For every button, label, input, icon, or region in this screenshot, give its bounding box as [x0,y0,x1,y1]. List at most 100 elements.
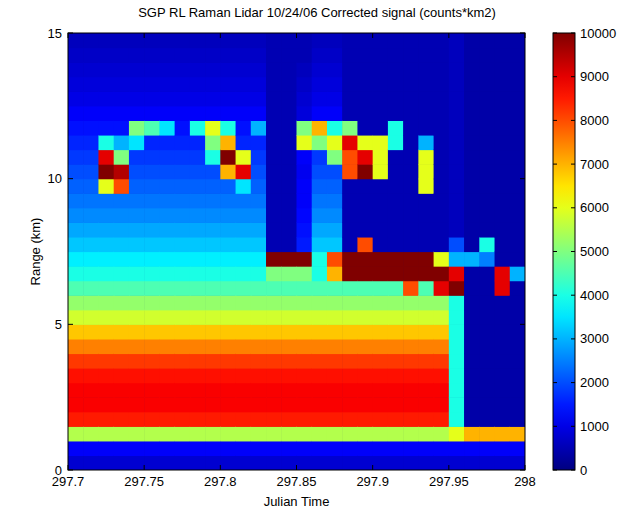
cell [403,150,419,165]
cell [418,441,434,456]
cell [510,77,525,92]
cell [495,179,511,194]
cell [281,179,297,194]
cell [266,339,282,354]
cell [479,310,495,325]
cell [388,33,404,48]
cell [236,33,252,48]
cell [205,266,221,281]
cell [495,295,511,310]
cell [159,164,175,179]
cell [98,295,114,310]
cell [220,339,236,354]
cell [114,383,130,398]
cell [68,91,84,106]
cell [129,441,145,456]
cell [342,48,358,63]
y-tick-label: 15 [48,26,62,41]
cell [373,222,389,237]
cell [266,455,282,470]
cell [510,383,525,398]
cell [312,353,328,368]
cell [190,252,206,267]
cell [403,120,419,135]
x-tick [68,465,69,470]
x-tick-label: 298 [514,474,536,489]
cell [236,179,252,194]
cell [114,193,130,208]
cell [342,310,358,325]
cell [98,135,114,150]
cell [281,368,297,383]
cell [434,91,450,106]
cell [114,295,130,310]
cell [205,77,221,92]
colorbar-tick-label: 10000 [580,26,616,41]
cell [68,48,84,63]
cell [510,208,525,223]
cell [312,281,328,296]
cell [373,324,389,339]
cell [510,441,525,456]
cell [175,310,191,325]
cell [266,368,282,383]
cell [220,135,236,150]
cell [251,77,267,92]
cell [403,62,419,77]
cell [312,426,328,441]
cell [68,120,84,135]
cell [479,48,495,63]
cell [98,179,114,194]
cell [129,33,145,48]
cell [479,33,495,48]
cell [495,91,511,106]
cell [175,135,191,150]
cell [114,310,130,325]
cell [220,222,236,237]
cell [266,33,282,48]
cell [403,252,419,267]
cell [190,455,206,470]
cell [159,120,175,135]
cell [403,426,419,441]
cell [357,412,373,427]
cell [327,150,343,165]
cell [190,353,206,368]
cell [281,164,297,179]
cell [129,310,145,325]
cell [281,441,297,456]
colorbar-tick-label: 4000 [580,288,609,303]
colorbar-tick-label: 1000 [580,419,609,434]
cell [175,33,191,48]
cell [434,310,450,325]
cell [403,397,419,412]
cell [159,324,175,339]
cell [312,150,328,165]
title: SGP RL Raman Lidar 10/24/06 Corrected si… [138,5,496,20]
cell [98,33,114,48]
cell [342,397,358,412]
y-tick [520,33,525,34]
cell [357,150,373,165]
cell [464,135,480,150]
cell [190,164,206,179]
cell [510,324,525,339]
cell [434,339,450,354]
colorbar-tick [571,382,575,383]
y-tick [68,178,73,179]
cell [236,193,252,208]
cell [144,77,160,92]
cell [190,106,206,121]
cell [479,62,495,77]
cell [464,266,480,281]
cell [342,295,358,310]
cell [266,441,282,456]
cell [190,179,206,194]
cell [175,441,191,456]
cell [68,324,84,339]
cell [83,412,99,427]
cell [342,77,358,92]
cell [68,33,84,48]
cell [129,281,145,296]
cell [144,48,160,63]
